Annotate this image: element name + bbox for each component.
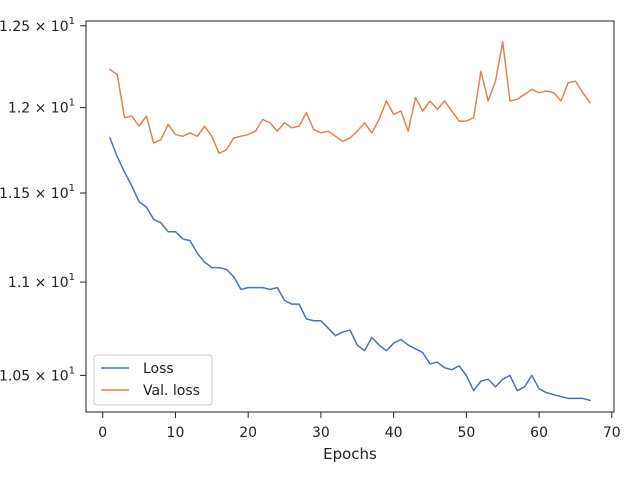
legend-label-val-loss: Val. loss xyxy=(143,383,200,399)
x-tick-label: 50 xyxy=(457,425,475,441)
x-tick-label: 60 xyxy=(530,425,548,441)
x-tick-label: 10 xyxy=(167,425,185,441)
legend: Loss Val. loss xyxy=(93,354,213,406)
y-tick-label: 1.1 × 101 xyxy=(8,272,75,291)
x-tick-label: 30 xyxy=(312,425,330,441)
y-tick-label: 1.15 × 101 xyxy=(0,183,75,202)
plot-frame xyxy=(85,20,615,413)
x-tick-label: 70 xyxy=(603,425,621,441)
x-tick-label: 20 xyxy=(239,425,257,441)
y-axis-ticks: 1.05 × 101 1.1 × 101 1.15 × 101 1.2 × 101 1.… xyxy=(0,16,86,384)
y-tick-label: 1.05 × 101 xyxy=(0,365,75,384)
y-tick-label: 1.2 × 101 xyxy=(8,98,75,117)
legend-label-loss: Loss xyxy=(143,361,174,377)
x-axis-label: Epochs xyxy=(323,445,377,463)
series-layer xyxy=(108,41,592,402)
x-axis-ticks: 0 10 20 30 40 50 60 70 xyxy=(98,412,621,441)
x-tick-label: 40 xyxy=(385,425,403,441)
series-line-loss xyxy=(109,136,591,402)
series-line-val-loss xyxy=(108,41,592,155)
plot-background xyxy=(86,21,614,412)
y-tick-label: 1.25 × 101 xyxy=(0,16,75,35)
x-tick-label: 0 xyxy=(98,425,107,441)
